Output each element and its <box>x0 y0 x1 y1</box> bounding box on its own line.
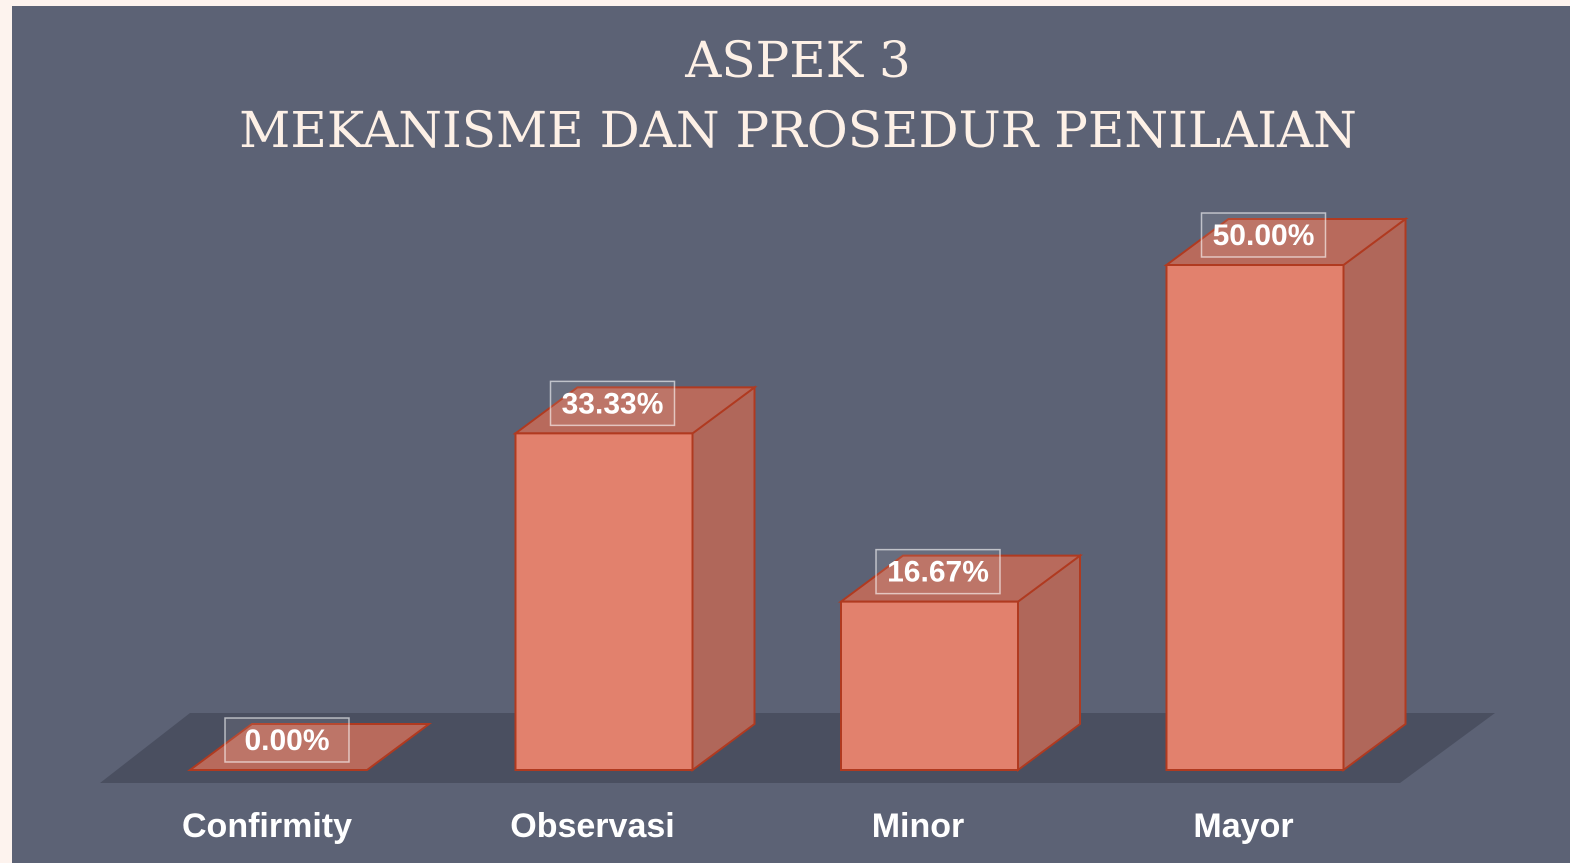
value-label: 33.33% <box>562 387 664 420</box>
value-label-box <box>549 380 676 427</box>
bar-front <box>840 600 1019 771</box>
bar-side <box>691 385 756 772</box>
bar <box>186 723 433 771</box>
bar-side <box>1342 217 1407 772</box>
bar-top <box>186 723 433 771</box>
bar-front <box>1165 264 1345 771</box>
bar <box>837 553 1084 772</box>
x-tick-label: Mayor <box>1193 807 1293 845</box>
value-label: 0.00% <box>244 724 329 757</box>
chart-title: ASPEK 3 <box>684 31 911 89</box>
bar <box>1163 217 1409 772</box>
value-label-box <box>875 548 1001 595</box>
value-label-box <box>1200 212 1327 258</box>
bar <box>512 385 758 772</box>
value-label: 16.67% <box>887 556 989 589</box>
chart-subtitle: MEKANISME DAN PROSEDUR PENILAIAN <box>239 101 1357 159</box>
x-tick-label: Observasi <box>510 807 674 845</box>
floor <box>100 713 1495 783</box>
value-label: 50.00% <box>1213 219 1315 252</box>
bar-front <box>514 432 694 771</box>
value-label-box <box>224 717 350 763</box>
x-tick-label: Minor <box>872 807 965 845</box>
x-tick-label: Confirmity <box>182 807 352 845</box>
